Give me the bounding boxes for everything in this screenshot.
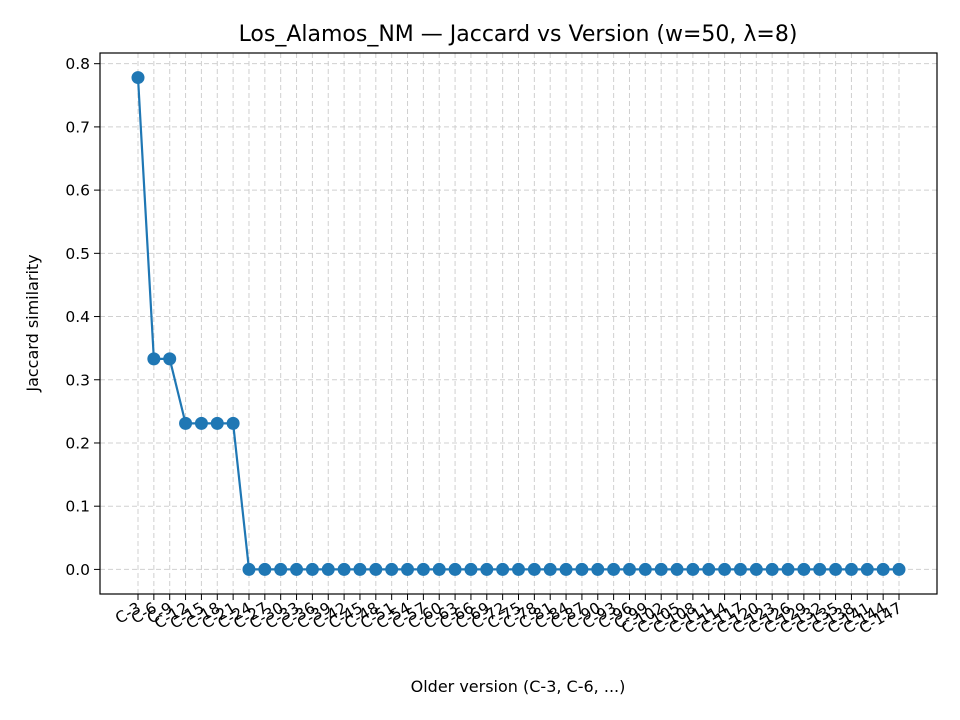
y-tick-label: 0.6 [65, 182, 90, 200]
data-point [496, 562, 510, 576]
data-point [242, 562, 256, 576]
y-tick-label: 0.5 [65, 245, 90, 263]
y-axis-label: Jaccard similarity [23, 254, 42, 392]
grid [100, 53, 937, 594]
data-point [416, 562, 430, 576]
y-tick-label: 0.0 [65, 561, 90, 579]
data-point [607, 562, 621, 576]
data-point [527, 562, 541, 576]
y-tick-label: 0.7 [65, 118, 90, 136]
data-point [670, 562, 684, 576]
data-point [654, 562, 668, 576]
data-point [733, 562, 747, 576]
series-jaccard [131, 71, 906, 576]
y-tick-label: 0.8 [65, 55, 90, 73]
data-point [543, 562, 557, 576]
data-point [749, 562, 763, 576]
data-point [163, 352, 177, 366]
data-point [305, 562, 319, 576]
data-point [686, 562, 700, 576]
y-tick-label: 0.1 [65, 498, 90, 516]
y-tick-label: 0.3 [65, 371, 90, 389]
data-point [480, 562, 494, 576]
y-axis-ticks: 0.0 0.1 0.2 0.3 0.4 0.5 0.6 0.7 0.8 [65, 55, 100, 579]
data-point [179, 416, 193, 430]
x-axis-ticks: C-3C-6C-9C-12C-15C-18C-21C-24C-27C-30C-3… [112, 594, 905, 637]
data-point [781, 562, 795, 576]
plot-frame [99, 52, 938, 595]
data-point [638, 562, 652, 576]
y-tick-label: 0.2 [65, 434, 90, 452]
data-point [401, 562, 415, 576]
data-point [353, 562, 367, 576]
y-tick-label: 0.4 [65, 308, 90, 326]
data-point [337, 562, 351, 576]
data-point [622, 562, 636, 576]
data-point [829, 562, 843, 576]
data-point [512, 562, 525, 576]
data-point [448, 562, 462, 576]
data-point [797, 562, 811, 576]
data-point [860, 562, 874, 576]
data-point [226, 416, 240, 430]
data-point [385, 562, 399, 576]
data-point [718, 562, 732, 576]
data-point [813, 562, 827, 576]
data-point [844, 562, 858, 576]
data-point [131, 71, 145, 85]
data-point [432, 562, 446, 576]
data-point [591, 562, 605, 576]
data-point [575, 562, 589, 576]
data-point [702, 562, 716, 576]
x-axis-label: Older version (C-3, C-6, ...) [411, 677, 626, 696]
data-point [464, 562, 478, 576]
data-point [559, 562, 573, 576]
chart-title: Los_Alamos_NM — Jaccard vs Version (w=50… [239, 22, 798, 47]
data-point [876, 562, 890, 576]
data-point [892, 562, 906, 576]
data-point [258, 562, 272, 576]
data-point [321, 562, 335, 576]
data-point [194, 416, 208, 430]
data-point [369, 562, 383, 576]
data-point [210, 416, 224, 430]
data-point [290, 562, 304, 576]
data-point [274, 562, 288, 576]
data-point [147, 352, 161, 366]
data-point [765, 562, 779, 576]
